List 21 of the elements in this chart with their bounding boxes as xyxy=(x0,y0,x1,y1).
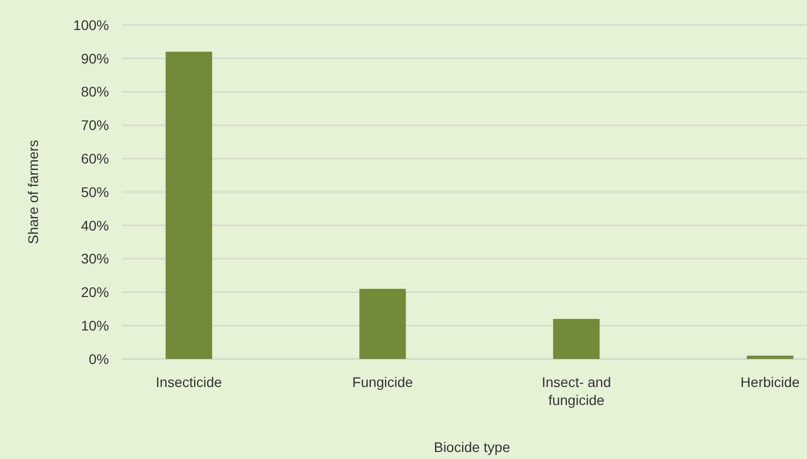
x-tick-label: Fungicide xyxy=(352,374,414,390)
y-tick-label: 20% xyxy=(80,284,109,300)
y-tick-label: 40% xyxy=(80,217,109,234)
x-axis-title: Biocide type xyxy=(434,439,510,455)
x-tick-label: Herbicide xyxy=(740,374,800,390)
x-tick-label: Insecticide xyxy=(156,374,222,390)
bar xyxy=(359,288,406,359)
x-tick-label: Insect- and fungicide xyxy=(542,374,612,408)
y-tick-label: 70% xyxy=(80,117,109,134)
bar xyxy=(746,356,794,359)
y-tick-label: 100% xyxy=(73,16,109,33)
y-tick-label: 60% xyxy=(80,150,109,166)
y-tick-label: 30% xyxy=(80,250,109,267)
y-tick-label: 90% xyxy=(80,50,109,66)
y-tick-label: 10% xyxy=(80,318,109,334)
bar xyxy=(166,52,212,359)
bar xyxy=(553,318,600,359)
y-tick-label: 80% xyxy=(80,84,109,100)
y-tick-label: 0% xyxy=(88,350,109,367)
y-tick-label: 50% xyxy=(80,184,109,200)
y-axis-title: Share of farmers xyxy=(25,140,41,244)
